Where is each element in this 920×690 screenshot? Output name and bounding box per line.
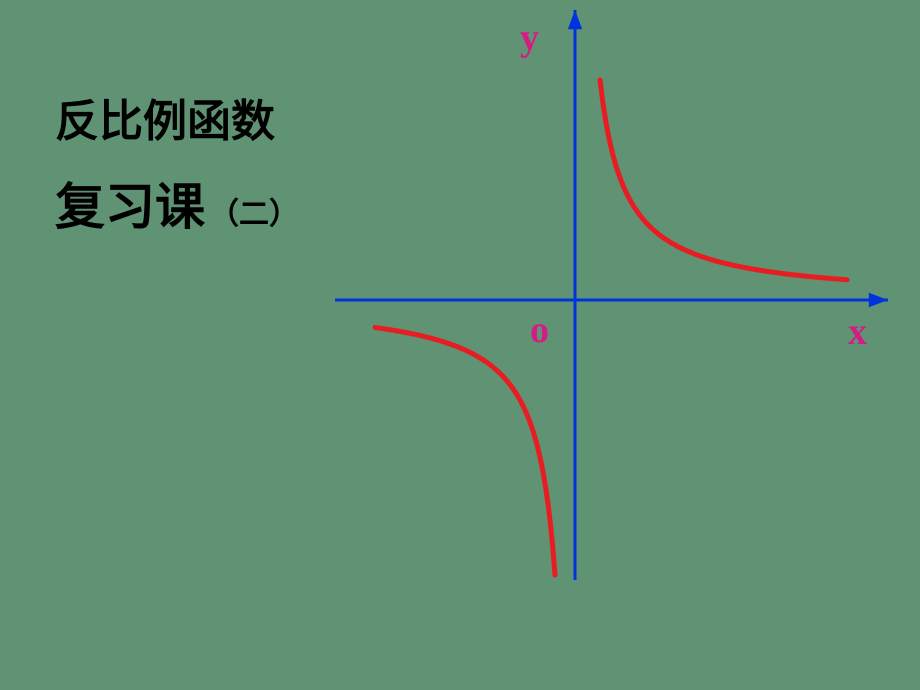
x-axis-label: x — [848, 310, 867, 354]
title-line-2-sub: （二） — [209, 198, 299, 231]
origin-label: o — [530, 308, 549, 352]
slide-title: 反比例函数 复习课（二） — [55, 85, 299, 239]
title-line-1: 反比例函数 — [55, 85, 299, 149]
title-line-2-main: 复习课 — [55, 179, 205, 235]
y-axis-label: y — [520, 16, 539, 60]
title-line-2: 复习课（二） — [55, 167, 299, 239]
